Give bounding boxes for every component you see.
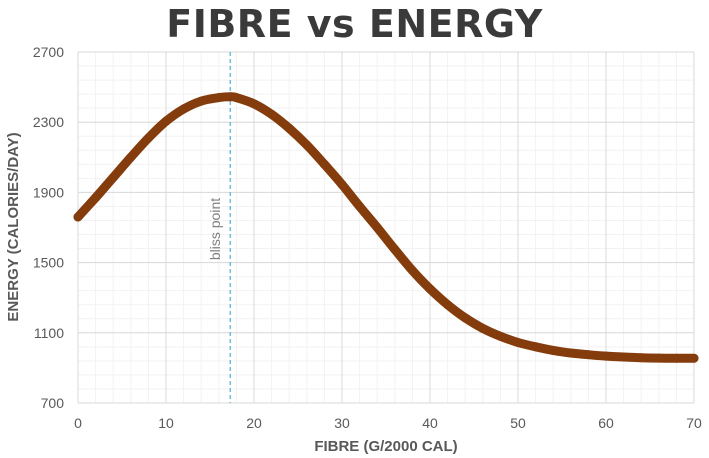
y-tick-label: 700 <box>41 395 65 411</box>
y-axis-label: ENERGY (CALORIES/DAY) <box>5 132 22 321</box>
energy-data-point <box>231 93 241 103</box>
x-tick-label: 0 <box>74 415 82 431</box>
x-tick-label: 20 <box>246 415 262 431</box>
energy-data-point <box>531 342 541 352</box>
energy-data-point <box>249 99 259 109</box>
energy-data-point <box>355 201 365 211</box>
energy-data-point <box>583 350 593 360</box>
x-axis-label: FIBRE (G/2000 CAL) <box>314 438 457 455</box>
energy-data-point <box>478 323 488 333</box>
y-tick-label: 1500 <box>33 255 64 271</box>
x-tick-label: 30 <box>334 415 350 431</box>
energy-data-point <box>513 338 523 347</box>
energy-data-point <box>654 353 664 363</box>
energy-data-point <box>619 352 629 362</box>
major-gridlines <box>77 51 695 404</box>
energy-data-point <box>689 353 699 363</box>
annotation-layer: bliss point <box>207 52 231 403</box>
energy-data-point <box>161 116 171 126</box>
energy-data-point <box>267 109 277 119</box>
energy-data-point <box>390 244 400 254</box>
x-tick-label: 70 <box>686 415 702 431</box>
energy-data-point <box>108 173 118 182</box>
y-tick-labels: 700 1100 1500 1900 2300 2700 <box>33 44 64 411</box>
energy-data-point <box>91 193 101 203</box>
energy-data-point <box>214 93 224 103</box>
y-tick-label: 1900 <box>33 184 64 200</box>
energy-data-point <box>319 159 329 169</box>
energy-data-point <box>126 152 136 162</box>
energy-data-point <box>179 104 189 114</box>
chart-title: FIBRE vs ENERGY <box>166 2 543 46</box>
series-layer <box>73 92 699 363</box>
energy-data-point <box>671 353 681 363</box>
energy-data-point <box>143 133 153 143</box>
energy-data-point <box>73 212 83 222</box>
energy-data-point <box>443 300 453 310</box>
energy-data-point <box>460 313 470 323</box>
x-tick-label: 60 <box>598 415 614 431</box>
bliss-point-label: bliss point <box>207 198 223 260</box>
x-tick-label: 50 <box>510 415 526 431</box>
y-tick-label: 2700 <box>33 44 64 60</box>
x-tick-labels: 0 10 20 30 40 50 60 70 <box>74 415 702 431</box>
energy-data-point <box>337 180 347 189</box>
x-tick-label: 10 <box>158 415 174 431</box>
energy-data-point <box>566 348 576 358</box>
energy-data-point <box>601 351 611 361</box>
energy-data-point <box>196 96 206 106</box>
minor-gridlines <box>77 51 695 404</box>
energy-data-point <box>407 266 417 275</box>
energy-data-point <box>495 331 505 341</box>
energy-data-point <box>284 123 294 133</box>
x-tick-label: 40 <box>422 415 438 431</box>
y-tick-label: 1100 <box>34 325 64 341</box>
energy-data-point <box>425 284 435 294</box>
energy-data-point <box>372 223 382 232</box>
energy-data-point <box>302 140 312 150</box>
energy-data-point <box>548 345 558 355</box>
y-tick-label: 2300 <box>33 114 64 130</box>
energy-data-point <box>636 353 646 363</box>
